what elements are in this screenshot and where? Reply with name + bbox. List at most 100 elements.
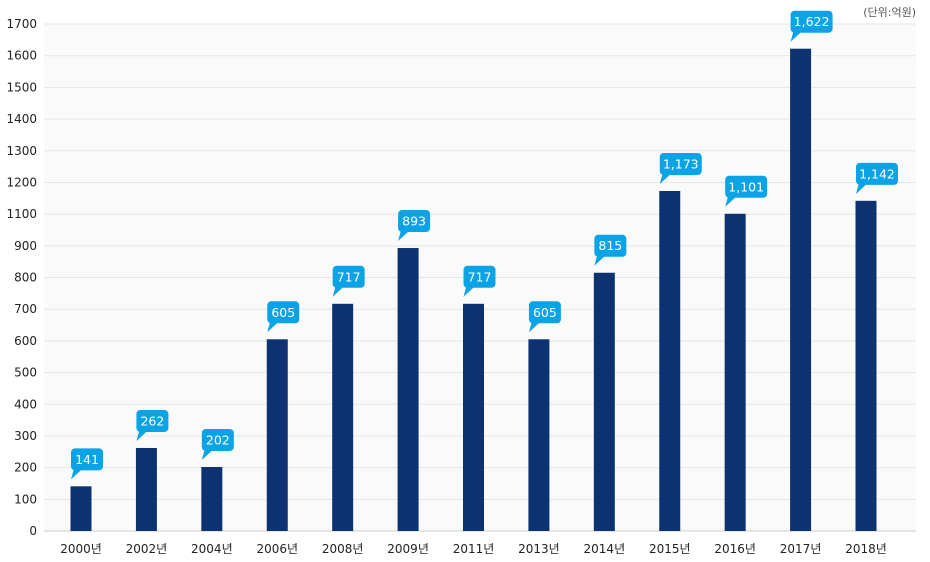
value-label: 717 [468,269,492,284]
x-tick-label: 2008년 [322,542,364,556]
value-bubble-pointer [594,254,607,266]
y-tick-label: 0 [29,524,37,538]
value-bubble-box [463,265,496,288]
value-bubble-box [790,10,833,33]
value-bubble: 605 [267,301,300,333]
value-label: 717 [337,269,361,284]
x-tick-label: 2006년 [256,542,298,556]
x-tick-label: 2018년 [845,542,887,556]
value-label: 605 [271,305,295,320]
y-tick-label: 1600 [6,49,37,63]
x-tick-label: 2002년 [126,542,168,556]
value-bubble-pointer [267,321,280,333]
value-bubble: 893 [398,210,431,242]
value-bubble: 815 [594,234,627,266]
y-tick-label: 1700 [6,17,37,31]
value-bubble: 717 [332,265,365,297]
value-bubble: 1,622 [790,10,833,42]
value-bubble: 1,142 [856,162,898,194]
value-bubble-pointer [856,182,868,194]
value-bubble-pointer [201,448,214,460]
y-tick-label: 700 [14,302,37,316]
x-tick-label: 2016년 [714,542,756,556]
bar [332,303,354,531]
bar [266,339,288,531]
y-tick-label: 100 [14,492,37,506]
x-axis-ticks: 2000년 2002년 2004년 2006년 2008년 2009년 2011년 2013년… [60,542,887,556]
bar [70,486,92,531]
value-label: 1,622 [794,14,830,29]
y-tick-label: 200 [14,461,37,475]
value-label: 262 [140,413,164,428]
value-bubble: 202 [201,428,234,460]
value-label: 815 [598,238,622,253]
value-bubble-box [594,234,627,257]
value-bubble-pointer [659,172,672,184]
value-bubble-pointer [332,285,345,297]
x-tick-label: 2004년 [191,542,233,556]
value-bubble-box [267,301,300,324]
value-bubble-box [201,428,234,451]
value-bubble-pointer [528,321,541,333]
bar [528,339,550,531]
y-tick-label: 1200 [6,175,37,189]
unit-label: (단위:억원) [863,6,916,19]
x-tick-label: 2015년 [649,542,691,556]
y-axis-ticks: 0 100 200 300 400 500 600 700 800 900 1100 1200 1300… [6,17,37,538]
value-bubble-pointer [790,30,803,42]
value-label: 1,101 [728,179,764,194]
y-tick-label: 800 [14,271,37,285]
value-label: 141 [75,452,99,467]
value-label: 893 [402,214,426,229]
value-labels: 141 262 202 605 717 893 717 605 815 1,173 1,101 1,6… [71,10,898,480]
y-tick-label: 1300 [6,144,37,158]
y-tick-label: 500 [14,366,37,380]
value-label: 1,142 [859,166,895,181]
y-tick-label: 600 [14,334,37,348]
value-bubble: 605 [528,301,561,333]
bar [790,48,812,532]
y-tick-label: 1500 [6,80,37,94]
bar [201,466,223,531]
value-bubble-box [528,301,561,324]
value-bubble-box [725,175,768,198]
x-tick-label: 2017년 [780,542,822,556]
value-bubble: 262 [136,409,169,441]
y-tick-label: 300 [14,429,37,443]
value-label: 1,173 [663,156,699,171]
bar [593,272,615,531]
value-bubble-box [136,409,169,432]
value-bubble-box [659,152,702,175]
value-bubble-box [71,448,103,471]
value-bubble: 717 [463,265,496,297]
bar [135,447,157,531]
value-bubble-pointer [463,285,476,297]
value-label: 202 [206,432,230,447]
value-bubble-box [856,162,898,185]
value-bubble-pointer [398,230,411,242]
value-label: 605 [533,305,557,320]
value-bubble: 1,173 [659,152,702,184]
bar [397,248,419,531]
x-tick-label: 2000년 [60,542,102,556]
y-tick-label: 400 [14,397,37,411]
bar [659,190,681,532]
value-bubble-box [398,210,431,233]
bars-group [70,48,877,532]
bar [724,213,746,532]
x-tick-label: 2011년 [453,542,495,556]
value-bubble: 1,101 [725,175,768,207]
y-tick-label: 1400 [6,112,37,126]
value-bubble-box [332,265,365,288]
value-bubble-pointer [71,468,83,480]
bar [855,200,877,531]
value-bubble-pointer [136,429,149,441]
x-tick-label: 2013년 [518,542,560,556]
value-bubble: 141 [71,448,103,480]
x-tick-label: 2014년 [584,542,626,556]
y-tick-label: 1100 [6,207,37,221]
value-bubble-pointer [725,195,738,207]
y-tick-label: 900 [14,239,37,253]
bar [463,303,484,531]
